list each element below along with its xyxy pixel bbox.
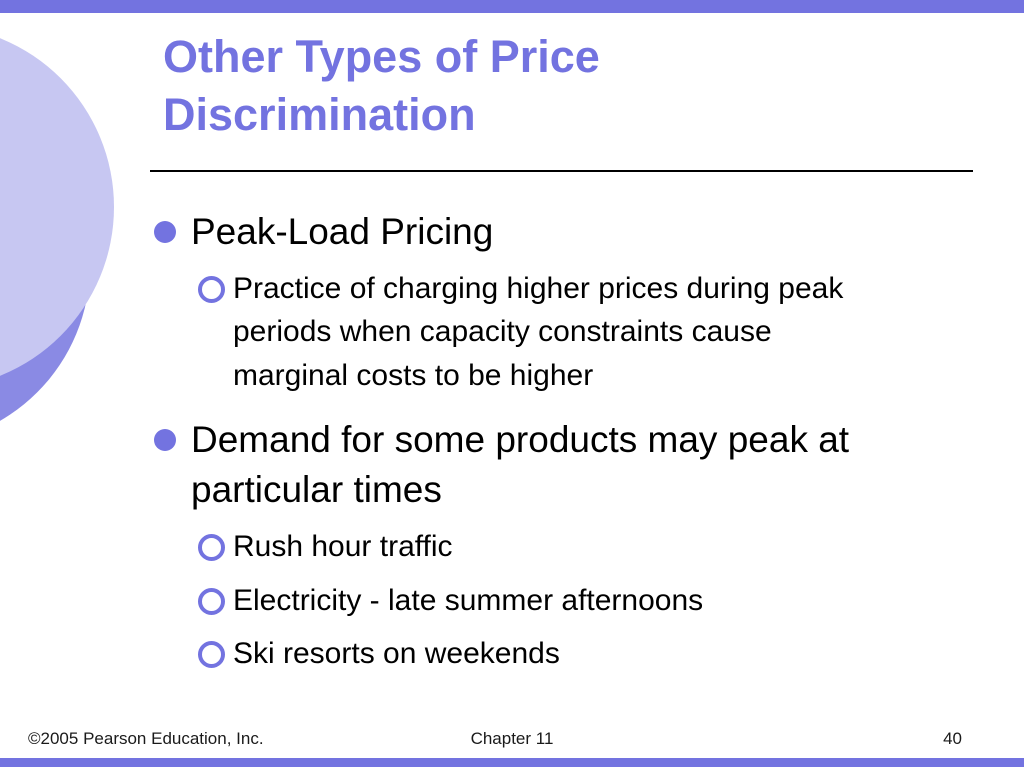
footer-copyright: ©2005 Pearson Education, Inc. [28,729,264,748]
sub-bullet-item: Electricity - late summer afternoons [198,579,992,623]
open-circle-bullet-icon [198,641,225,669]
sub-bullet-text: Practice of charging higher prices durin… [233,271,844,392]
sub-bullet-text: Electricity - late summer afternoons [233,583,704,617]
open-circle-bullet-icon [198,587,225,615]
bullet-text: Demand for some products may peak at par… [191,419,850,511]
bullet-text: Peak-Load Pricing [191,211,494,252]
sub-bullet-item: Practice of charging higher prices durin… [198,267,992,398]
filled-bullet-icon [154,221,176,243]
open-circle-bullet-icon [198,275,225,303]
decorative-circle-light [0,25,114,389]
slide-title: Other Types of Price Discrimination [163,31,600,140]
open-circle-bullet-icon [198,534,225,562]
footer-page-number: 40 [943,729,962,748]
top-border-bar [0,0,1024,13]
bottom-border-bar [0,758,1024,767]
slide-body: Peak-Load Pricing Practice of charging h… [152,203,992,676]
bullet-item: Peak-Load Pricing [152,207,992,257]
filled-bullet-icon [154,429,176,452]
sub-bullet-text: Rush hour traffic [233,530,453,564]
sub-bullet-item: Rush hour traffic [198,525,992,569]
footer-chapter-label: Chapter 11 [470,729,554,748]
title-divider-line [150,170,973,172]
sub-bullet-text: Ski resorts on weekends [233,637,560,671]
sub-bullet-item: Ski resorts on weekends [198,632,992,676]
bullet-item: Demand for some products may peak at par… [152,415,992,515]
